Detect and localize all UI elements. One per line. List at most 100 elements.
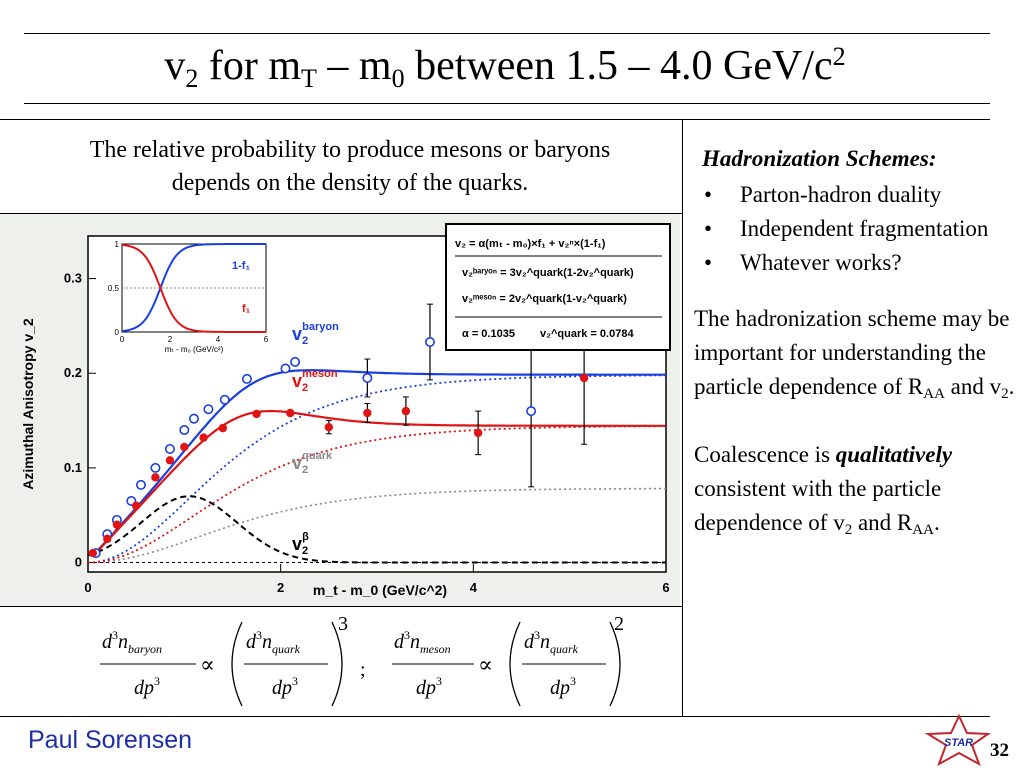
baryon-point — [424, 337, 435, 348]
eq-quark-numerator-2: d3nquark — [524, 628, 579, 656]
meson-point — [252, 409, 261, 419]
fit-formula: v₂ = α(mₜ - m₀)×f₁ + v₂ⁿ×(1-f₁) — [455, 238, 606, 250]
fit-baryon-formula: v₂ᵇᵃʳʸᵒⁿ = 3v₂^quark(1-2v₂^quark) — [462, 267, 634, 279]
y-tick-label: 0.3 — [64, 271, 82, 286]
meson-point — [579, 373, 589, 383]
meson-point — [401, 406, 411, 416]
meson-point — [112, 520, 122, 529]
coalescence-equation: d3nbaryon dp3 ∝ d3nquark dp3 3 ; d3nmeso… — [10, 606, 680, 716]
intro-line-2: depends on the density of the quarks. — [171, 170, 529, 196]
baryon-point — [150, 462, 161, 473]
fit-meson-formula: v₂ᵐᵉˢᵒⁿ = 2v₂^quark(1-v₂^quark) — [462, 293, 627, 305]
fit-v2quark: v₂^quark = 0.0784 — [540, 328, 634, 340]
eq-quark-numerator-1: d3nquark — [246, 628, 301, 656]
x-tick-label: 4 — [470, 580, 478, 595]
beta-curve — [87, 495, 666, 564]
paragraph-hadronization: The hadronization scheme may be importan… — [694, 306, 1015, 402]
meson-point — [103, 534, 112, 544]
baryon-point — [135, 479, 146, 490]
curve-label-baryon: v2baryon — [292, 321, 339, 347]
schemes-heading: Hadronization Schemes: — [702, 146, 937, 171]
equation-svg: d3nbaryon dp3 ∝ d3nquark dp3 3 ; d3nmeso… — [100, 613, 624, 707]
meson-point — [363, 408, 372, 418]
baryon-point — [203, 404, 214, 415]
plot-bottom-rule — [0, 606, 682, 607]
meson-point — [286, 408, 295, 418]
meson-coalescence-curve — [88, 425, 666, 564]
v2-chart-svg: Azimuthal Anisotropy v_2 m_t - m_0 (GeV/… — [20, 223, 671, 598]
inset-y-tick-label: 1 — [115, 240, 120, 249]
list-item: • Independent fragmentation — [704, 216, 989, 241]
inset-chart: 0 2 4 6 0 0.5 1 mₜ - m₀ (GeV/c²) 1-f₁ f₁ — [108, 240, 269, 354]
intro-text: The relative probability to produce meso… — [20, 134, 680, 200]
fit-parameters-box: v₂ = α(mₜ - m₀)×f₁ + v₂ⁿ×(1-f₁) v₂ᵇᵃʳʸᵒⁿ… — [445, 223, 671, 351]
content-top-rule — [0, 119, 990, 120]
meson-point — [131, 501, 141, 510]
star-logo-text: STAR — [944, 737, 973, 749]
y-tick-label: 0 — [75, 555, 82, 570]
baryon-point — [179, 425, 190, 436]
eq-proportional-2: ∝ — [478, 652, 493, 677]
inset-x-label: mₜ - m₀ (GeV/c²) — [165, 345, 224, 354]
list-item: • Parton-hadron duality — [704, 182, 942, 207]
y-axis-label: Azimuthal Anisotropy v_2 — [20, 318, 36, 490]
inset-x-tick-label: 4 — [216, 335, 221, 344]
inset-f1-curve — [121, 243, 266, 333]
meson-point — [165, 456, 175, 465]
paragraph-coalescence: Coalescence is qualitatively consistent … — [694, 442, 953, 538]
curve-label-meson: v2meson — [292, 368, 338, 394]
curve-label-quark: v2quark — [292, 450, 333, 476]
baryon-coalescence-curve — [88, 374, 666, 564]
x-tick-label: 0 — [84, 580, 91, 595]
inset-x-tick-label: 6 — [264, 335, 269, 344]
inset-1-f1-curve — [121, 243, 266, 333]
title-bottom-rule — [24, 103, 990, 104]
intro-line-1: The relative probability to produce meso… — [89, 137, 611, 163]
meson-point — [151, 473, 160, 482]
meson-point — [180, 442, 189, 452]
y-tick-label: 0.2 — [64, 365, 82, 380]
inset-y-tick-label: 0 — [115, 328, 120, 337]
baryon-point — [219, 394, 230, 405]
column-divider — [682, 119, 683, 716]
x-axis-label: m_t - m_0 (GeV/c^2) — [313, 582, 447, 598]
baryon-point — [526, 406, 537, 417]
meson-point — [324, 422, 334, 432]
list-item: • Whatever works? — [704, 250, 902, 275]
star-logo: STAR — [924, 714, 992, 767]
fit-alpha: α = 0.1035 — [462, 328, 515, 340]
title-top-rule — [24, 33, 990, 34]
baryon-point — [290, 356, 301, 367]
schemes-list: • Parton-hadron duality • Independent frag… — [694, 178, 1016, 280]
slide-title: v2 for mT – m0 between 1.5 – 4.0 GeV/c2 — [164, 42, 846, 93]
baryon-point — [362, 372, 373, 383]
inset-label-f1: f₁ — [242, 303, 251, 315]
eq-proportional-1: ∝ — [200, 652, 215, 677]
right-column: Hadronization Schemes: • Parton-hadron du… — [694, 142, 1016, 540]
eq-baryon-numerator: d3nbaryon — [102, 628, 162, 656]
content-bottom-rule — [0, 716, 990, 717]
meson-point — [473, 428, 483, 438]
x-tick-label: 2 — [277, 580, 284, 595]
inset-y-tick-label: 0.5 — [108, 284, 120, 293]
inset-x-tick-label: 0 — [120, 335, 125, 344]
svg-text:dp3: dp3 — [272, 674, 298, 699]
meson-point — [199, 433, 208, 442]
v2-plot: Azimuthal Anisotropy v_2 m_t - m_0 (GeV/… — [0, 214, 680, 606]
quark-curve — [88, 487, 666, 564]
baryon-point — [241, 373, 252, 384]
baryon-point — [164, 443, 175, 454]
intro-bottom-rule — [0, 213, 682, 214]
eq-meson-numerator: d3nmeson — [394, 628, 451, 656]
eq-separator: ; — [360, 659, 366, 681]
footer-author: Paul Sorensen — [28, 726, 193, 754]
meson-point — [88, 548, 98, 558]
inset-x-tick-label: 2 — [168, 335, 173, 344]
svg-text:dp3: dp3 — [416, 674, 442, 699]
eq-power-meson: 2 — [614, 613, 624, 635]
baryon-point — [280, 363, 291, 374]
curve-label-beta: v2β — [292, 531, 309, 557]
svg-text:dp3: dp3 — [550, 674, 576, 699]
x-tick-label: 6 — [662, 580, 669, 595]
meson-point — [218, 423, 228, 433]
